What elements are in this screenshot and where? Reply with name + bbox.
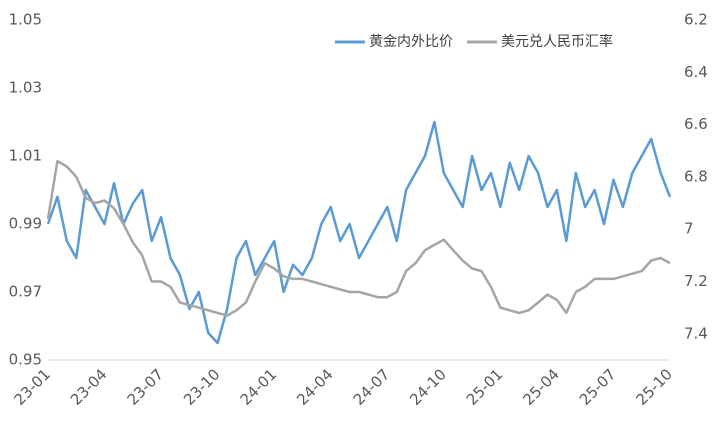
y2-tick-label: 7 xyxy=(684,220,694,238)
y2-tick-label: 6.8 xyxy=(684,167,708,185)
y-tick-label: 0.97 xyxy=(9,283,42,301)
x-tick-label: 24-07 xyxy=(350,365,394,409)
y-tick-label: 1.05 xyxy=(9,11,42,29)
x-tick-label: 23-01 xyxy=(10,365,54,409)
y2-tick-label: 6.2 xyxy=(684,11,708,29)
x-tick-label: 25-07 xyxy=(576,365,620,409)
y2-tick-label: 7.4 xyxy=(684,324,708,342)
y2-tick-label: 6.6 xyxy=(684,115,708,133)
x-tick-label: 23-10 xyxy=(180,365,224,409)
y-tick-label: 1.01 xyxy=(9,147,42,165)
x-tick-label: 23-04 xyxy=(67,365,111,409)
x-tick-label: 24-10 xyxy=(406,365,450,409)
legend-label: 美元兑人民币汇率 xyxy=(501,33,613,50)
x-tick-label: 24-04 xyxy=(293,365,337,409)
x-tick-label: 24-01 xyxy=(237,365,281,409)
y-tick-label: 0.95 xyxy=(9,351,42,369)
y2-tick-label: 7.2 xyxy=(684,272,708,290)
series-line xyxy=(46,120,672,345)
y2-tick-label: 6.4 xyxy=(684,63,708,81)
x-tick-label: 25-10 xyxy=(632,365,676,409)
x-tick-label: 25-04 xyxy=(519,365,563,409)
y-tick-label: 0.99 xyxy=(9,215,42,233)
series-line xyxy=(46,159,671,317)
x-tick-label: 25-01 xyxy=(463,365,507,409)
y-tick-label: 1.03 xyxy=(9,79,42,97)
legend-label: 黄金内外比价 xyxy=(369,33,453,50)
x-tick-label: 23-07 xyxy=(124,365,168,409)
